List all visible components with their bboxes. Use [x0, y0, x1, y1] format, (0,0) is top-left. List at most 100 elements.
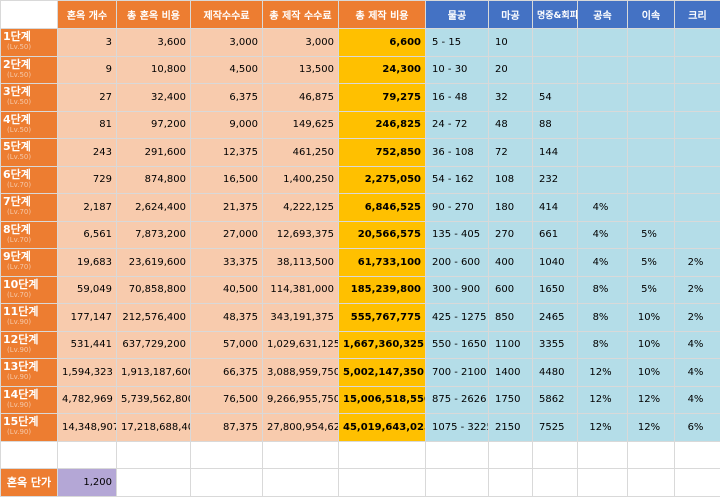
total-fee-cell[interactable]: 461,250	[262, 138, 339, 167]
mspd-cell[interactable]: 5%	[627, 220, 675, 249]
empty-cell[interactable]	[532, 467, 578, 497]
empty-cell[interactable]	[57, 440, 117, 469]
crit-cell[interactable]: 2%	[674, 275, 720, 304]
count-cell[interactable]: 27	[57, 83, 117, 112]
acc-cell[interactable]: 1650	[532, 275, 578, 304]
count-cell[interactable]: 81	[57, 110, 117, 139]
total-fee-cell[interactable]: 9,266,955,750	[262, 385, 339, 414]
mspd-cell[interactable]: 10%	[627, 358, 675, 387]
phys-cell[interactable]: 24 - 72	[425, 110, 489, 139]
empty-cell[interactable]	[674, 467, 720, 497]
acc-cell[interactable]: 54	[532, 83, 578, 112]
empty-cell[interactable]	[190, 440, 263, 469]
phys-cell[interactable]: 90 - 270	[425, 193, 489, 222]
unit-price-label[interactable]: 혼옥 단가	[0, 467, 58, 497]
stage-cell[interactable]: 7단계 (Lv.70)	[0, 193, 58, 222]
count-cell[interactable]: 19,683	[57, 248, 117, 277]
total-fee-cell[interactable]: 3,088,959,750	[262, 358, 339, 387]
acc-cell[interactable]: 1040	[532, 248, 578, 277]
phys-cell[interactable]: 1075 - 3225	[425, 413, 489, 442]
total-material-cost-cell[interactable]: 2,624,400	[116, 193, 191, 222]
total-cost-cell[interactable]: 20,566,575	[338, 220, 426, 249]
acc-cell[interactable]: 3355	[532, 330, 578, 359]
crit-cell[interactable]: 4%	[674, 385, 720, 414]
empty-cell[interactable]	[488, 440, 533, 469]
empty-cell[interactable]	[116, 467, 191, 497]
empty-cell[interactable]	[0, 440, 58, 469]
acc-cell[interactable]: 414	[532, 193, 578, 222]
mspd-cell[interactable]	[627, 138, 675, 167]
total-material-cost-cell[interactable]: 3,600	[116, 28, 191, 57]
total-cost-cell[interactable]: 5,002,147,350	[338, 358, 426, 387]
empty-cell[interactable]	[190, 467, 263, 497]
empty-cell[interactable]	[425, 440, 489, 469]
empty-cell[interactable]	[425, 467, 489, 497]
empty-cell[interactable]	[627, 467, 675, 497]
fee-cell[interactable]: 9,000	[190, 110, 263, 139]
count-cell[interactable]: 3	[57, 28, 117, 57]
count-cell[interactable]: 14,348,907	[57, 413, 117, 442]
stage-cell[interactable]: 11단계 (Lv.90)	[0, 303, 58, 332]
crit-cell[interactable]	[674, 110, 720, 139]
count-cell[interactable]: 2,187	[57, 193, 117, 222]
aspd-cell[interactable]: 4%	[577, 220, 628, 249]
total-fee-cell[interactable]: 343,191,375	[262, 303, 339, 332]
stage-cell[interactable]: 2단계 (Lv.50)	[0, 55, 58, 84]
aspd-cell[interactable]	[577, 110, 628, 139]
aspd-cell[interactable]: 12%	[577, 385, 628, 414]
count-cell[interactable]: 59,049	[57, 275, 117, 304]
total-fee-cell[interactable]: 38,113,500	[262, 248, 339, 277]
crit-cell[interactable]: 2%	[674, 248, 720, 277]
mag-cell[interactable]: 1750	[488, 385, 533, 414]
total-material-cost-cell[interactable]: 212,576,400	[116, 303, 191, 332]
header-count[interactable]: 혼옥 개수	[57, 0, 117, 29]
empty-cell[interactable]	[488, 467, 533, 497]
total-cost-cell[interactable]: 246,825	[338, 110, 426, 139]
acc-cell[interactable]	[532, 55, 578, 84]
header-total-fee[interactable]: 총 제작 수수료	[262, 0, 339, 29]
mspd-cell[interactable]	[627, 83, 675, 112]
mspd-cell[interactable]	[627, 165, 675, 194]
stage-cell[interactable]: 4단계 (Lv.50)	[0, 110, 58, 139]
phys-cell[interactable]: 10 - 30	[425, 55, 489, 84]
phys-cell[interactable]: 300 - 900	[425, 275, 489, 304]
fee-cell[interactable]: 27,000	[190, 220, 263, 249]
count-cell[interactable]: 9	[57, 55, 117, 84]
count-cell[interactable]: 6,561	[57, 220, 117, 249]
count-cell[interactable]: 1,594,323	[57, 358, 117, 387]
crit-cell[interactable]	[674, 193, 720, 222]
mag-cell[interactable]: 20	[488, 55, 533, 84]
total-fee-cell[interactable]: 13,500	[262, 55, 339, 84]
stage-cell[interactable]: 6단계 (Lv.70)	[0, 165, 58, 194]
aspd-cell[interactable]: 8%	[577, 275, 628, 304]
total-cost-cell[interactable]: 79,275	[338, 83, 426, 112]
phys-cell[interactable]: 16 - 48	[425, 83, 489, 112]
unit-price-value[interactable]: 1,200	[57, 467, 117, 497]
mag-cell[interactable]: 108	[488, 165, 533, 194]
empty-cell[interactable]	[116, 440, 191, 469]
header-mag[interactable]: 마공	[488, 0, 533, 29]
total-material-cost-cell[interactable]: 5,739,562,800	[116, 385, 191, 414]
fee-cell[interactable]: 87,375	[190, 413, 263, 442]
phys-cell[interactable]: 36 - 108	[425, 138, 489, 167]
crit-cell[interactable]	[674, 165, 720, 194]
header-aspd[interactable]: 공속	[577, 0, 628, 29]
phys-cell[interactable]: 5 - 15	[425, 28, 489, 57]
total-cost-cell[interactable]: 752,850	[338, 138, 426, 167]
crit-cell[interactable]	[674, 28, 720, 57]
crit-cell[interactable]	[674, 55, 720, 84]
acc-cell[interactable]: 7525	[532, 413, 578, 442]
total-material-cost-cell[interactable]: 70,858,800	[116, 275, 191, 304]
crit-cell[interactable]: 2%	[674, 303, 720, 332]
mspd-cell[interactable]: 10%	[627, 330, 675, 359]
fee-cell[interactable]: 48,375	[190, 303, 263, 332]
count-cell[interactable]: 729	[57, 165, 117, 194]
mspd-cell[interactable]	[627, 193, 675, 222]
total-material-cost-cell[interactable]: 1,913,187,600	[116, 358, 191, 387]
total-cost-cell[interactable]: 15,006,518,550	[338, 385, 426, 414]
mag-cell[interactable]: 850	[488, 303, 533, 332]
empty-cell[interactable]	[674, 440, 720, 469]
stage-cell[interactable]: 8단계 (Lv.70)	[0, 220, 58, 249]
aspd-cell[interactable]: 4%	[577, 248, 628, 277]
header-total-cost[interactable]: 총 제작 비용	[338, 0, 426, 29]
